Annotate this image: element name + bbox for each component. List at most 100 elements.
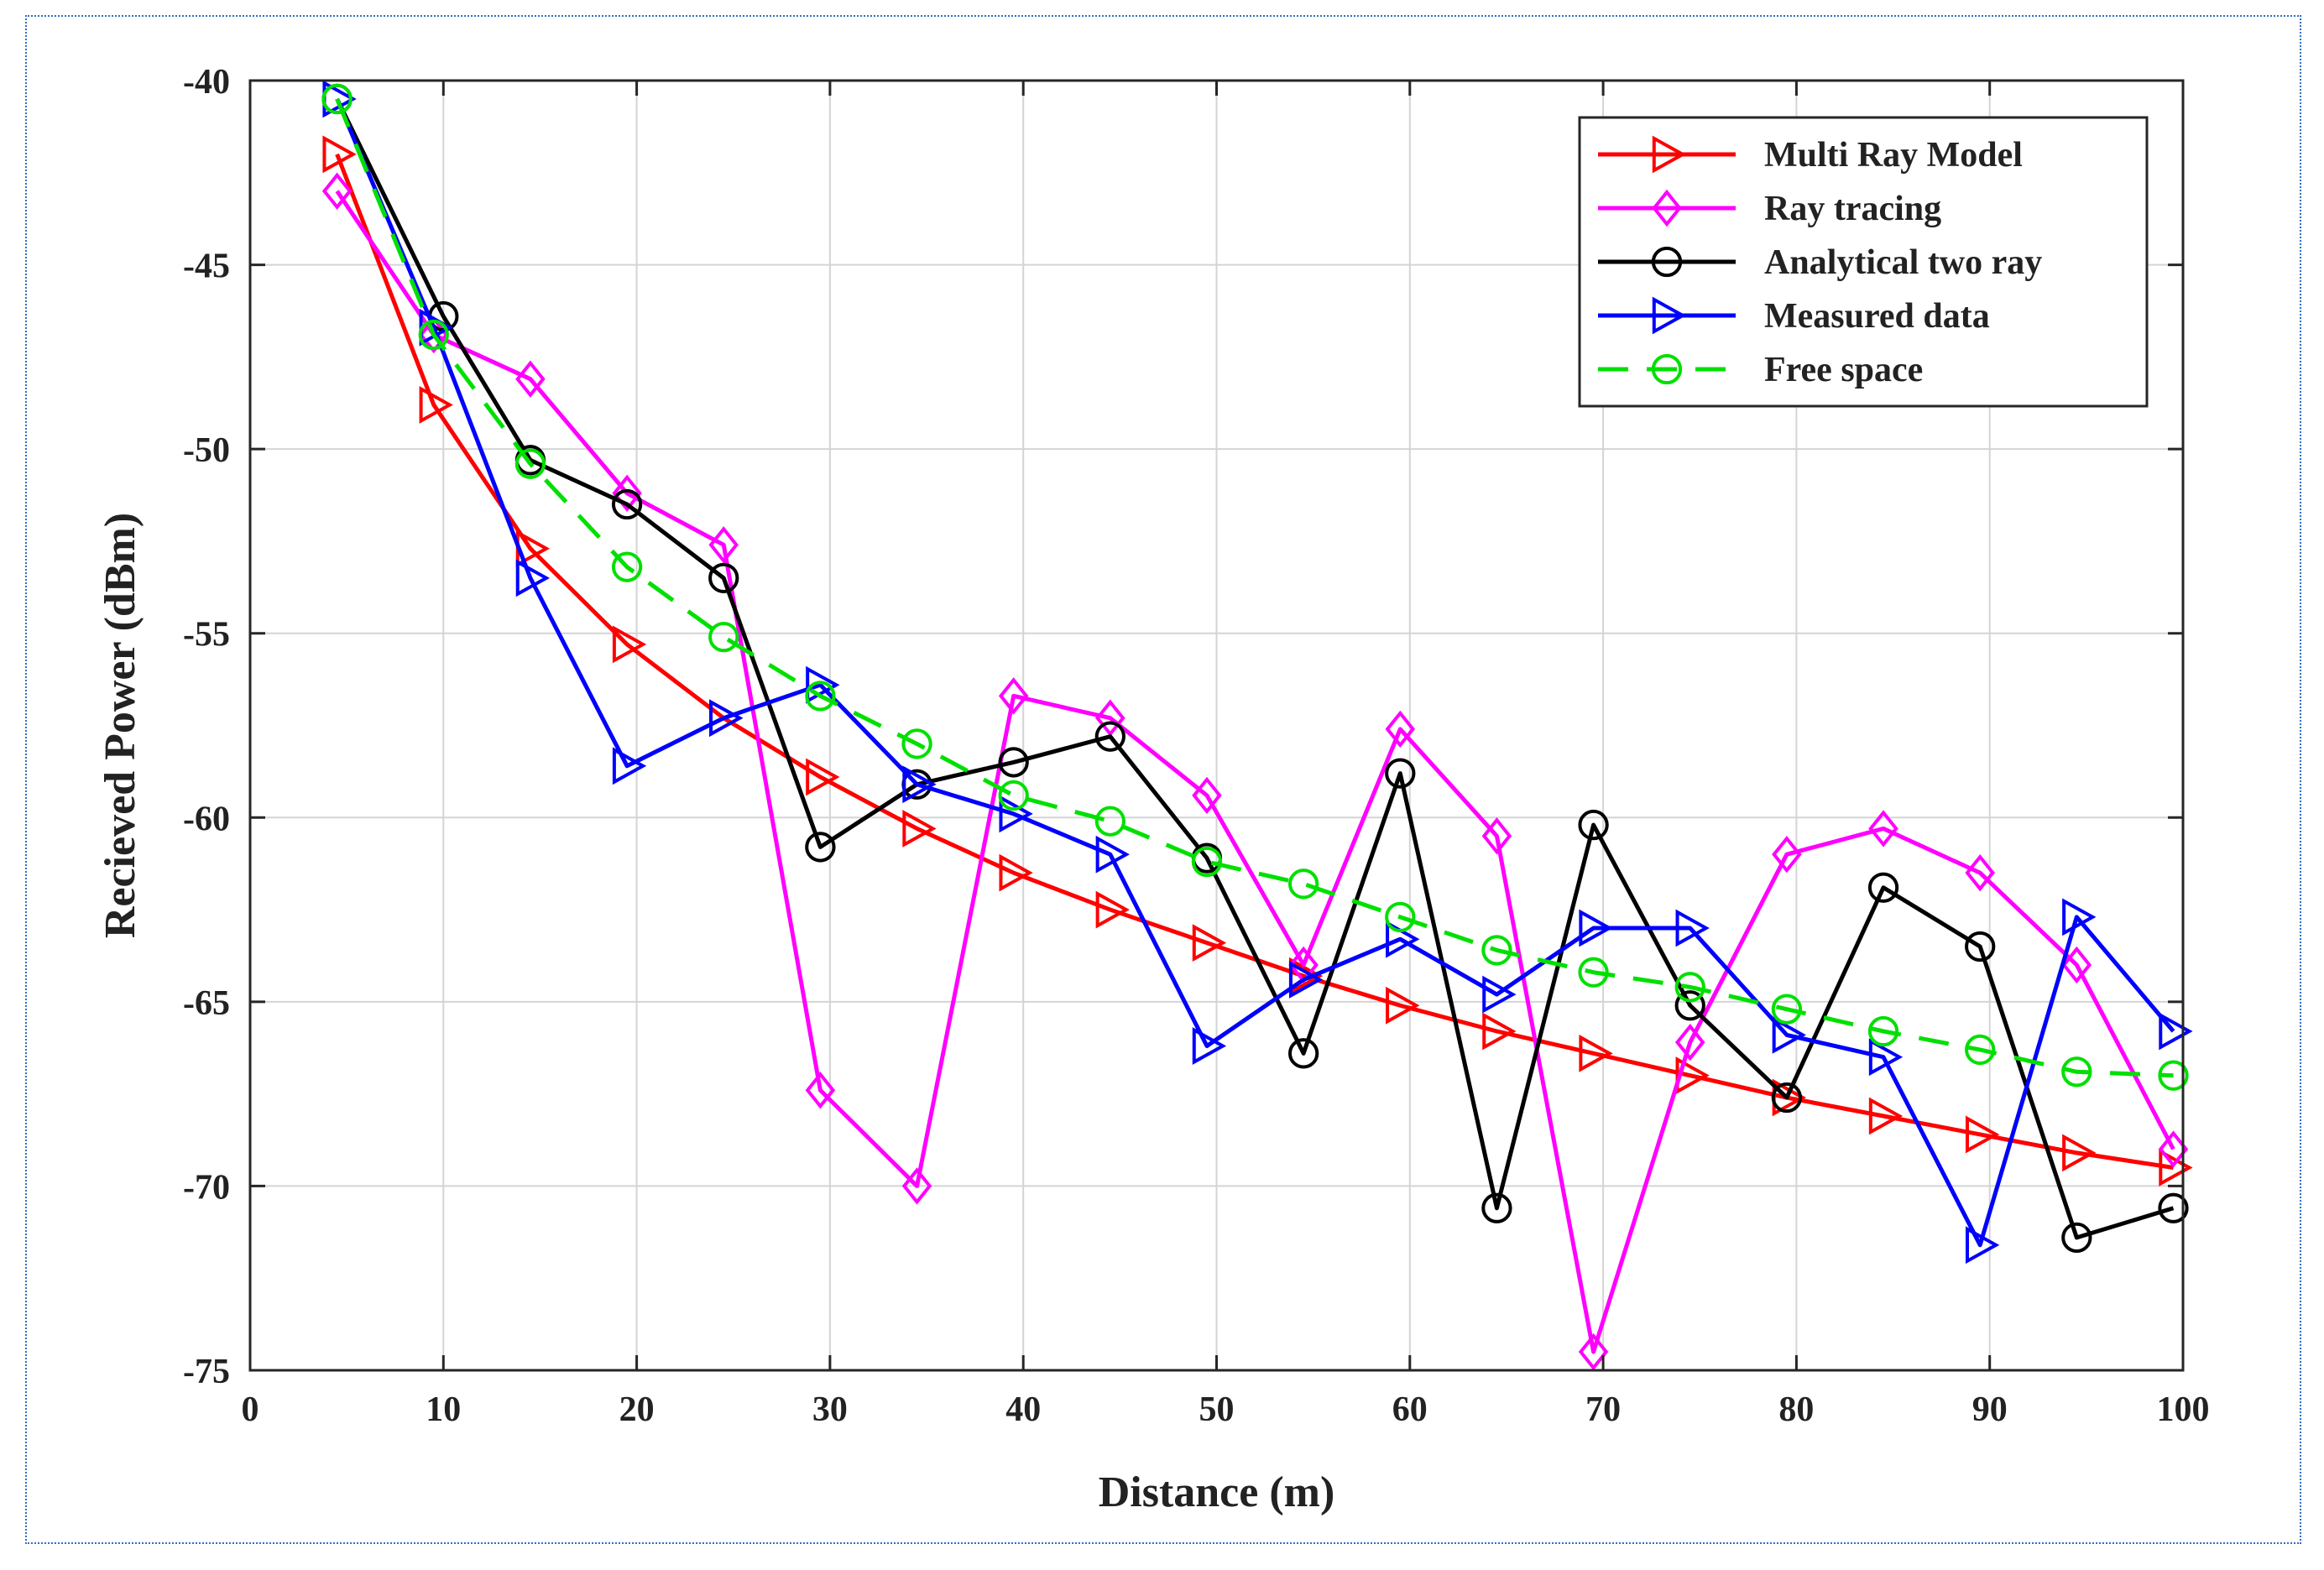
data-point: [612, 474, 642, 513]
data-point: [419, 386, 453, 424]
data-point: [1385, 758, 1416, 789]
series-line: [335, 97, 2175, 1248]
y-tick-label: -75: [183, 1353, 230, 1391]
data-point: [901, 1167, 932, 1205]
y-tick-label: -45: [183, 248, 230, 286]
data-point: [1965, 1226, 2000, 1265]
series-ray-tracing: [321, 172, 2189, 1371]
x-tick-label: 40: [1005, 1390, 1041, 1429]
legend-label: Free space: [1764, 351, 1923, 389]
data-point: [612, 747, 647, 785]
data-point: [1771, 1082, 1803, 1114]
data-point: [901, 728, 932, 759]
data-point: [1385, 901, 1416, 933]
data-point: [1094, 721, 1125, 752]
data-point: [1867, 1015, 1899, 1047]
data-point: [1867, 872, 1899, 903]
data-point: [1868, 1038, 1904, 1077]
x-tick-label: 20: [619, 1390, 655, 1429]
data-point: [805, 681, 836, 712]
legend-marker: [1651, 246, 1683, 278]
data-point: [709, 699, 744, 738]
data-point: [1674, 972, 1705, 1003]
data-point: [1481, 817, 1512, 855]
legend-entry: Ray tracing: [1598, 189, 1941, 228]
data-point: [708, 621, 739, 653]
x-tick-label: 70: [1585, 1390, 1621, 1429]
data-point: [1578, 1333, 1609, 1371]
data-point: [1191, 846, 1223, 878]
legend-label: Ray tracing: [1764, 190, 1941, 228]
data-point: [1481, 1192, 1512, 1223]
data-point: [1675, 1056, 1710, 1095]
data-point: [806, 758, 840, 796]
legend-marker: [1652, 135, 1687, 174]
x-axis-title: Distance (m): [1099, 1468, 1335, 1516]
y-tick-label: -55: [183, 616, 230, 655]
legend-label: Measured data: [1764, 297, 1990, 336]
data-point: [2062, 898, 2097, 936]
series-analytical-two-ray: [321, 83, 2189, 1254]
data-point: [2159, 1012, 2193, 1051]
data-point: [321, 83, 353, 115]
legend-entry: Multi Ray Model: [1598, 135, 2023, 175]
data-point: [2158, 1192, 2189, 1223]
legend-marker: [1651, 353, 1683, 385]
data-point: [1095, 835, 1130, 874]
data-point: [515, 360, 546, 398]
data-point: [1772, 835, 1802, 874]
data-point: [708, 562, 739, 593]
data-point: [1094, 806, 1125, 837]
data-point: [1192, 776, 1222, 815]
data-point: [1675, 909, 1710, 947]
legend-entry: Analytical two ray: [1598, 243, 2042, 282]
data-point: [2061, 1056, 2092, 1088]
data-point: [1287, 1038, 1319, 1069]
data-point: [1288, 961, 1324, 999]
legend-label: Analytical two ray: [1764, 243, 2042, 282]
data-point: [1578, 809, 1609, 841]
x-tick-label: 90: [1972, 1390, 2008, 1429]
data-point: [1579, 1034, 1613, 1072]
x-tick-label: 100: [2157, 1390, 2210, 1429]
data-point: [1192, 1027, 1227, 1065]
series-free-space: [321, 83, 2189, 1091]
data-point: [2159, 1149, 2193, 1187]
axes: 0 10 20 30 40 50 60 70 80 90 100 -40 -45 -50 -55 -60 -65…: [183, 63, 2210, 1429]
data-point: [1579, 909, 1613, 947]
data-point: [2061, 1222, 2092, 1254]
legend-entry: Measured data: [1598, 296, 1990, 336]
x-tick-label: 60: [1392, 1390, 1428, 1429]
data-point: [1674, 1023, 1705, 1061]
data-point: [1772, 1015, 1807, 1054]
legend-label: Multi Ray Model: [1764, 136, 2023, 175]
y-tick-label: -60: [183, 800, 230, 838]
data-point: [1868, 810, 1898, 848]
x-tick-label: 0: [242, 1390, 259, 1429]
data-point: [1481, 935, 1512, 966]
data-point: [1578, 957, 1609, 988]
series-layer: [321, 80, 2193, 1371]
data-point: [611, 551, 643, 582]
data-point: [1482, 1012, 1517, 1051]
data-point: [999, 795, 1033, 833]
data-point: [1674, 990, 1705, 1021]
data-point: [999, 853, 1033, 892]
data-point: [1965, 1115, 2000, 1154]
data-point: [1965, 1034, 1996, 1066]
data-point: [1287, 868, 1319, 900]
y-tick-label: -40: [183, 63, 230, 102]
series-line: [335, 97, 2175, 1240]
data-point: [1965, 931, 1996, 962]
data-point: [805, 1072, 836, 1109]
data-point: [902, 765, 937, 804]
data-point: [612, 625, 647, 664]
legend-marker: [1652, 189, 1682, 227]
data-point: [1095, 699, 1125, 737]
x-tick-label: 10: [426, 1390, 461, 1429]
data-point: [1095, 890, 1130, 929]
data-point: [514, 448, 546, 479]
data-point: [321, 172, 353, 210]
data-point: [805, 832, 836, 863]
data-point: [418, 319, 449, 351]
